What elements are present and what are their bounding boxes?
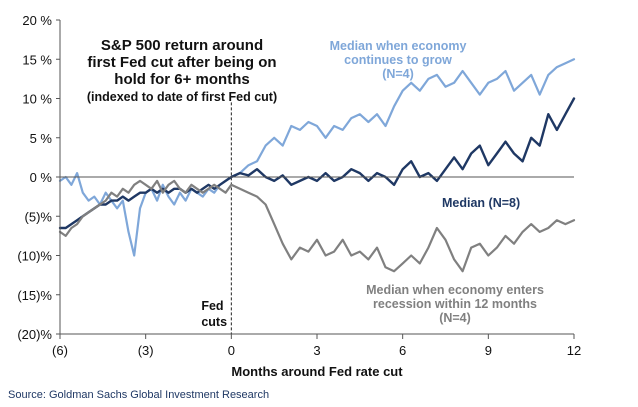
series-label-3: (N=4) xyxy=(439,311,471,325)
x-tick-label: 9 xyxy=(485,343,492,358)
y-tick-label: 15 % xyxy=(22,52,52,67)
x-axis-label: Months around Fed rate cut xyxy=(231,364,403,379)
series-line-2 xyxy=(58,97,576,230)
y-tick-label: (20)% xyxy=(17,327,52,342)
y-tick-label: (10)% xyxy=(17,249,52,264)
x-tick-label: (3) xyxy=(138,343,154,358)
y-tick-label: (15)% xyxy=(17,288,52,303)
x-tick-label: 3 xyxy=(313,343,320,358)
y-tick-label: 0 % xyxy=(30,170,53,185)
y-tick-label: 10 % xyxy=(22,92,52,107)
series-label-1: (N=4) xyxy=(382,67,414,81)
x-tick-label: 12 xyxy=(567,343,581,358)
y-tick-label: 5 % xyxy=(30,131,53,146)
y-tick-label: 20 % xyxy=(22,13,52,28)
fed-cut-label: Fed xyxy=(201,299,223,313)
series-label-3: recession within 12 months xyxy=(373,297,537,311)
chart-title: S&P 500 return around xyxy=(101,37,263,54)
x-tick-label: 0 xyxy=(228,343,235,358)
source-note: Source: Goldman Sachs Global Investment … xyxy=(8,389,269,401)
series-label-3: Median when economy enters xyxy=(366,283,544,297)
chart-subtitle: (indexed to date of first Fed cut) xyxy=(87,90,277,104)
fed-cut-label: cuts xyxy=(201,315,227,329)
x-tick-label: (6) xyxy=(52,343,68,358)
chart-title: first Fed cut after being on xyxy=(87,54,276,71)
series-label-1: continues to grow xyxy=(344,53,452,67)
y-tick-label: (5)% xyxy=(25,209,53,224)
series-label-2: Median (N=8) xyxy=(442,196,520,210)
x-tick-label: 6 xyxy=(399,343,406,358)
series-line-1 xyxy=(58,58,576,257)
chart-title: hold for 6+ months xyxy=(114,71,249,88)
series-label-1: Median when economy xyxy=(330,39,467,53)
series-line-3 xyxy=(58,179,576,273)
